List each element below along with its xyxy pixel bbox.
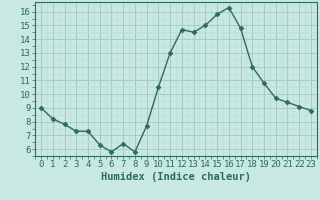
X-axis label: Humidex (Indice chaleur): Humidex (Indice chaleur) xyxy=(101,172,251,182)
